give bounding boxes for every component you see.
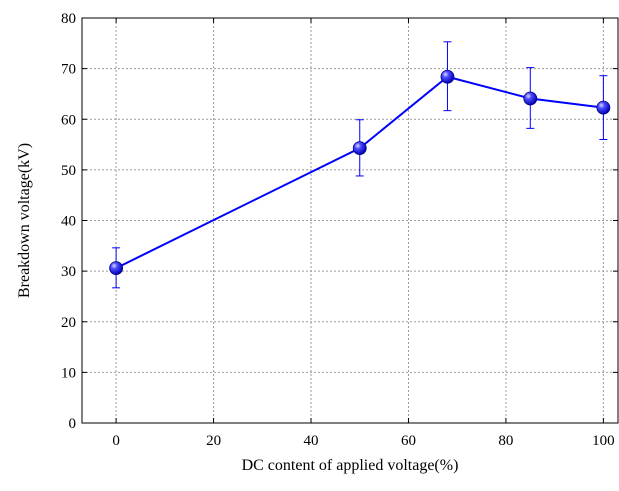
x-tick-label: 100 — [592, 433, 615, 449]
y-tick-label: 80 — [61, 11, 76, 27]
y-tick-label: 40 — [61, 214, 76, 230]
x-tick-label: 0 — [112, 433, 120, 449]
x-tick-label: 20 — [206, 433, 221, 449]
x-tick-label: 60 — [401, 433, 416, 449]
y-axis-label: Breakdown voltage(kV) — [16, 143, 33, 298]
axis-ticks: 0 20 40 60 80 100 0 10 20 30 40 50 60 70 80 — [61, 11, 618, 449]
y-tick-label: 0 — [69, 416, 77, 432]
x-tick-label: 40 — [304, 433, 319, 449]
y-tick-label: 50 — [61, 163, 76, 179]
y-tick-label: 70 — [61, 62, 76, 78]
grid — [82, 18, 618, 423]
data-point-marker — [523, 91, 538, 106]
data-series — [109, 41, 611, 289]
y-tick-label: 10 — [61, 365, 76, 381]
data-point-marker — [352, 141, 367, 156]
x-tick-label: 80 — [498, 433, 513, 449]
y-tick-label: 20 — [61, 315, 76, 331]
data-point-marker — [109, 261, 124, 275]
y-tick-label: 60 — [61, 112, 76, 128]
x-axis-label: DC content of applied voltage(%) — [242, 457, 459, 474]
data-point-marker — [440, 69, 455, 84]
data-point-marker — [596, 100, 611, 115]
y-tick-label: 30 — [61, 264, 76, 280]
